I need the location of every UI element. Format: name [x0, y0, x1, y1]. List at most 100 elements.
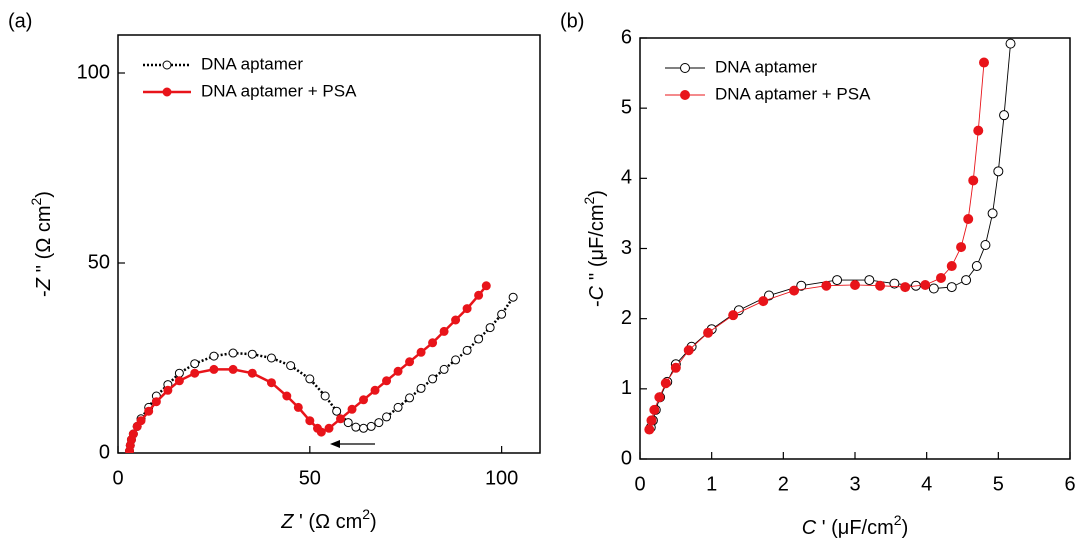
x-tick-label: 0: [634, 473, 645, 495]
label-part: 2: [581, 196, 597, 204]
panel-label: (a): [8, 10, 32, 32]
marker: [351, 422, 361, 432]
marker: [144, 406, 154, 416]
marker: [393, 402, 403, 412]
marker: [451, 355, 461, 365]
marker: [374, 418, 384, 428]
marker: [439, 326, 449, 336]
marker: [832, 275, 843, 286]
marker: [474, 290, 484, 300]
y-tick-label: 3: [621, 237, 632, 259]
marker: [416, 347, 426, 357]
x-tick-label: 2: [778, 473, 789, 495]
plot-area: [125, 281, 518, 453]
marker: [481, 281, 491, 291]
marker: [999, 110, 1010, 121]
marker: [963, 214, 974, 225]
marker: [980, 239, 991, 250]
marker: [474, 334, 484, 344]
marker: [286, 361, 296, 371]
marker: [987, 208, 998, 219]
marker: [670, 362, 681, 373]
label-part: 2: [362, 506, 370, 522]
label-part: Z: [280, 511, 294, 533]
series-line: [648, 62, 985, 430]
marker: [247, 349, 257, 359]
label-part: C: [586, 285, 608, 300]
marker: [971, 261, 982, 272]
marker: [332, 406, 342, 416]
marker: [324, 423, 334, 433]
marker: [428, 374, 438, 384]
legend-label: DNA aptamer: [201, 54, 303, 73]
legend-label: DNA aptamer + PSA: [715, 84, 871, 103]
marker: [850, 279, 860, 290]
marker: [485, 323, 495, 333]
x-tick-label: 5: [993, 473, 1004, 495]
marker: [343, 418, 353, 428]
marker: [174, 368, 184, 378]
label-part: ): [902, 517, 909, 539]
x-tick-label: 4: [921, 473, 932, 495]
series-line: [128, 285, 488, 452]
label-part: ' (Ω cm: [293, 511, 362, 533]
label-part: -: [33, 290, 55, 297]
marker: [946, 282, 957, 293]
marker: [174, 376, 184, 386]
marker: [347, 404, 357, 414]
axis-label: C ' (μF/cm2): [802, 512, 908, 540]
marker: [405, 393, 415, 403]
label-part: ): [370, 511, 377, 533]
marker: [900, 282, 911, 293]
marker: [728, 310, 739, 321]
marker: [497, 309, 507, 319]
marker: [961, 275, 972, 286]
marker: [282, 391, 292, 401]
marker: [405, 357, 415, 367]
marker: [660, 378, 671, 389]
marker: [136, 416, 146, 426]
marker: [796, 280, 807, 291]
x-tick-label: 50: [299, 467, 321, 489]
legend-marker: [680, 90, 690, 100]
marker: [875, 280, 886, 291]
marker: [382, 376, 392, 386]
marker: [336, 414, 346, 424]
plot-frame: [117, 34, 541, 454]
marker: [316, 427, 326, 437]
marker: [956, 242, 967, 253]
marker: [416, 383, 426, 393]
marker: [359, 395, 369, 405]
marker: [889, 278, 900, 289]
label-part: ' (μF/cm: [816, 517, 894, 539]
label-part: ): [586, 190, 608, 197]
legend-label: DNA aptamer + PSA: [201, 81, 357, 100]
marker: [382, 412, 392, 422]
marker: [228, 364, 238, 374]
y-tick-label: 50: [88, 251, 110, 273]
marker: [370, 385, 380, 395]
y-tick-label: 0: [621, 447, 632, 469]
marker: [293, 402, 303, 412]
y-tick-label: 6: [621, 26, 632, 48]
marker: [451, 315, 461, 325]
label-part: 2: [894, 512, 902, 528]
label-part: ): [33, 191, 55, 198]
marker: [649, 404, 660, 415]
arrow: [330, 440, 375, 448]
marker: [359, 423, 369, 433]
label-part: -: [586, 300, 608, 307]
label-part: '' (μF/cm: [586, 204, 608, 285]
marker: [993, 166, 1004, 177]
marker: [703, 327, 714, 338]
marker: [654, 392, 665, 403]
marker: [266, 353, 276, 363]
marker: [920, 279, 931, 290]
y-tick-label: 4: [621, 167, 632, 189]
axis-label: -C '' (μF/cm2): [581, 190, 609, 307]
y-tick-label: 5: [621, 96, 632, 118]
x-tick-label: 1: [706, 473, 717, 495]
marker: [266, 378, 276, 388]
legend-label: DNA aptamer: [715, 57, 817, 76]
